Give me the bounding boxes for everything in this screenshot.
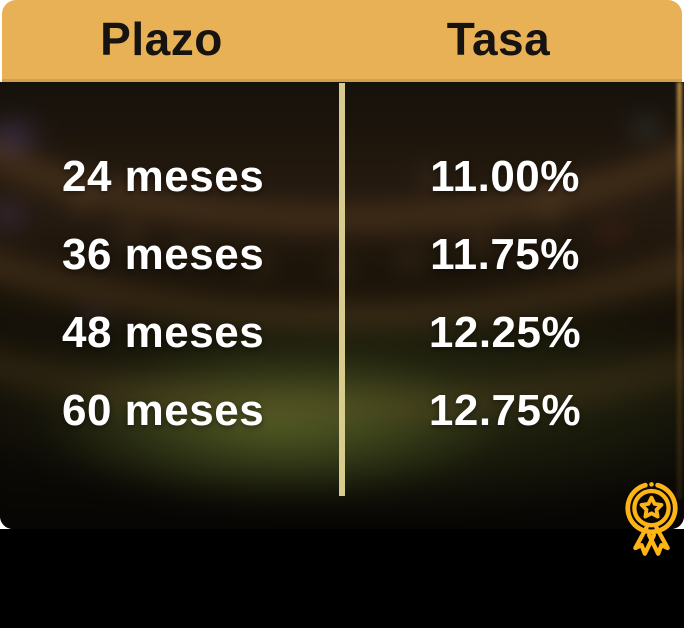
footer-bar [0,529,684,628]
ring-gap-dot [649,482,654,487]
table-row: 24 meses 11.00% [0,138,684,216]
table-header: Plazo Tasa [2,0,682,82]
header-plazo-label: Plazo [100,13,223,65]
plazo-value: 24 meses [62,152,265,201]
table-row: 36 meses 11.75% [0,216,684,294]
tasa-value: 11.00% [430,152,580,201]
table-body: 24 meses 11.00% 36 meses 11.75% 48 meses… [0,82,684,529]
tasa-value: 12.75% [428,386,582,435]
plazo-value: 36 meses [62,230,265,279]
photo-right-edge-glow [677,82,682,499]
plazo-value: 60 meses [62,386,265,435]
header-cell-plazo: Plazo [2,0,339,82]
header-cell-tasa: Tasa [339,0,682,82]
tasa-value: 12.25% [428,308,582,357]
column-divider [339,83,345,496]
award-ribbon-icon [625,482,678,556]
table-row: 60 meses 12.75% [0,372,684,450]
rate-rows: 24 meses 11.00% 36 meses 11.75% 48 meses… [0,138,684,450]
header-tasa-label: Tasa [446,13,551,65]
table-row: 48 meses 12.25% [0,294,684,372]
tasa-value: 11.75% [430,230,580,279]
plazo-value: 48 meses [62,308,265,357]
